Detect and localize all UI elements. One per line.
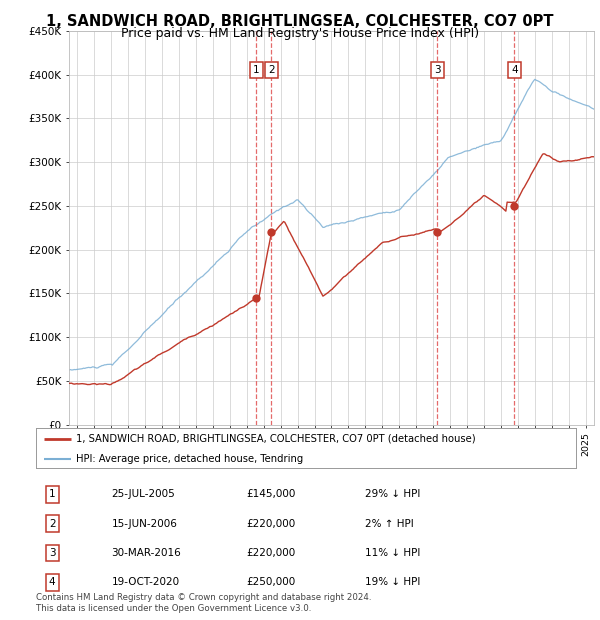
Text: 1: 1 <box>253 65 260 76</box>
Text: 25-JUL-2005: 25-JUL-2005 <box>112 489 175 499</box>
Text: Contains HM Land Registry data © Crown copyright and database right 2024.
This d: Contains HM Land Registry data © Crown c… <box>36 593 371 613</box>
Text: 4: 4 <box>49 577 56 587</box>
Text: 11% ↓ HPI: 11% ↓ HPI <box>365 548 421 558</box>
Text: 2: 2 <box>268 65 275 76</box>
Text: 2: 2 <box>49 518 56 529</box>
Text: 1: 1 <box>49 489 56 499</box>
Text: 4: 4 <box>511 65 518 76</box>
Text: 29% ↓ HPI: 29% ↓ HPI <box>365 489 421 499</box>
Text: 15-JUN-2006: 15-JUN-2006 <box>112 518 178 529</box>
Text: HPI: Average price, detached house, Tendring: HPI: Average price, detached house, Tend… <box>77 454 304 464</box>
Text: 3: 3 <box>49 548 56 558</box>
Text: 1, SANDWICH ROAD, BRIGHTLINGSEA, COLCHESTER, CO7 0PT (detached house): 1, SANDWICH ROAD, BRIGHTLINGSEA, COLCHES… <box>77 433 476 444</box>
Text: Price paid vs. HM Land Registry's House Price Index (HPI): Price paid vs. HM Land Registry's House … <box>121 27 479 40</box>
Text: 30-MAR-2016: 30-MAR-2016 <box>112 548 181 558</box>
Text: 3: 3 <box>434 65 440 76</box>
Text: 2% ↑ HPI: 2% ↑ HPI <box>365 518 414 529</box>
Text: 19% ↓ HPI: 19% ↓ HPI <box>365 577 421 587</box>
Text: £220,000: £220,000 <box>247 548 296 558</box>
Text: £220,000: £220,000 <box>247 518 296 529</box>
Text: 19-OCT-2020: 19-OCT-2020 <box>112 577 180 587</box>
Text: 1, SANDWICH ROAD, BRIGHTLINGSEA, COLCHESTER, CO7 0PT: 1, SANDWICH ROAD, BRIGHTLINGSEA, COLCHES… <box>46 14 554 29</box>
Text: £145,000: £145,000 <box>247 489 296 499</box>
Text: £250,000: £250,000 <box>247 577 296 587</box>
